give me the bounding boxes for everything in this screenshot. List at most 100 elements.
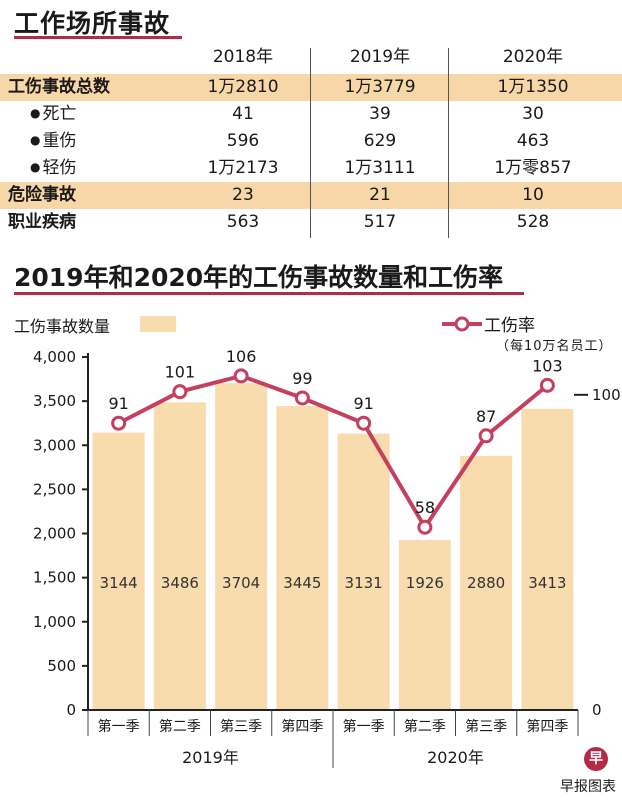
cell-value: 596 <box>226 131 260 151</box>
cell-value: 1万3779 <box>344 77 416 97</box>
year-header-2019: 2019年 <box>349 47 411 67</box>
table-row: 工伤事故总数 1万2810 1万3779 1万1350 <box>0 74 622 101</box>
bar-value-label: 3413 <box>528 574 566 592</box>
cell-value: 10 <box>522 185 544 205</box>
year-header-2020: 2020年 <box>502 47 564 67</box>
column-divider <box>448 48 449 238</box>
bar <box>521 408 574 710</box>
cell-value: 1万零857 <box>494 158 572 178</box>
row-label: 重伤 <box>30 128 76 155</box>
legend-line-icon <box>442 316 482 332</box>
cell-value: 23 <box>232 185 254 205</box>
bar <box>153 402 206 710</box>
rate-label: 103 <box>532 356 563 375</box>
cell-value: 517 <box>363 212 397 232</box>
bar-value-label: 3704 <box>222 574 260 592</box>
cell-value: 528 <box>516 212 550 232</box>
row-label: 工伤事故总数 <box>8 77 110 97</box>
right-tick-label: 100 <box>592 386 621 404</box>
row-label: 职业疾病 <box>8 212 76 232</box>
rate-point <box>233 368 249 384</box>
y-tick-label: 1,500 <box>33 569 76 587</box>
category-label: 第一季 <box>97 719 140 735</box>
y-tick-label: 3,000 <box>33 436 76 454</box>
category-label: 第四季 <box>526 719 569 735</box>
category-label: 第三季 <box>465 719 508 735</box>
rate-point <box>111 415 127 431</box>
table-row: 危险事故 23 21 10 <box>0 182 622 209</box>
title-underline <box>14 36 182 39</box>
rate-line <box>117 373 549 531</box>
table-row: 重伤 596 629 463 <box>0 128 622 155</box>
y-tick-label: 1,000 <box>33 613 76 631</box>
bar-value-label: 3445 <box>283 574 321 592</box>
category-label: 第二季 <box>158 719 201 735</box>
category-label: 第四季 <box>281 719 324 735</box>
rate-label: 106 <box>226 347 257 366</box>
cell-value: 41 <box>232 104 254 124</box>
bar-value-label: 3144 <box>100 574 138 592</box>
source-credit: 早报图表 <box>560 779 616 795</box>
bar <box>92 432 145 710</box>
category-label: 第三季 <box>220 719 263 735</box>
cell-value: 39 <box>369 104 391 124</box>
legend-bar-label: 工伤事故数量 <box>14 317 111 336</box>
bar <box>460 455 513 710</box>
y-tick-label: 0 <box>66 701 76 719</box>
table-row: 死亡 41 39 30 <box>0 101 622 128</box>
bar-value-label: 3486 <box>161 574 199 592</box>
right-tick-label: 0 <box>592 701 602 719</box>
bar <box>337 433 390 710</box>
row-label: 危险事故 <box>8 185 76 205</box>
chart-title: 2019年和2020年的工伤事故数量和工伤率 <box>14 263 504 292</box>
rate-label: 58 <box>415 498 435 517</box>
zaobao-logo-icon: 早 <box>584 747 608 771</box>
rate-point <box>478 428 494 444</box>
y-tick-label: 2,500 <box>33 480 76 498</box>
year-header-2018: 2018年 <box>212 47 274 67</box>
cell-value: 1万2810 <box>207 77 279 97</box>
y-tick-label: 4,000 <box>33 348 76 366</box>
column-divider <box>310 48 311 238</box>
y-tick-label: 3,500 <box>33 392 76 410</box>
cell-value: 21 <box>369 185 391 205</box>
y-tick-label: 2,000 <box>33 525 76 543</box>
category-label: 第一季 <box>342 719 385 735</box>
rate-label: 87 <box>476 407 496 426</box>
cell-value: 30 <box>522 104 544 124</box>
rate-label: 91 <box>353 394 373 413</box>
legend-line-label: 工伤率 <box>484 316 535 336</box>
cell-value: 1万2173 <box>207 158 279 178</box>
title-underline <box>14 292 524 295</box>
year-group-label: 2020年 <box>427 748 484 767</box>
cell-value: 629 <box>363 131 397 151</box>
table-header-row: 2018年 2019年 2020年 <box>0 44 622 71</box>
bar <box>398 540 451 710</box>
row-label: 死亡 <box>30 101 76 128</box>
rate-label: 101 <box>165 363 196 382</box>
legend-bar-swatch <box>140 316 176 332</box>
bar-value-label: 2880 <box>467 574 505 592</box>
year-group-label: 2019年 <box>182 748 239 767</box>
cell-value: 563 <box>226 212 260 232</box>
bar <box>215 383 268 710</box>
category-label: 第二季 <box>403 719 446 735</box>
rate-point <box>172 384 188 400</box>
bar-value-label: 3131 <box>345 574 383 592</box>
cell-value: 1万1350 <box>497 77 569 97</box>
rate-point <box>294 390 310 406</box>
table-row: 职业疾病 563 517 528 <box>0 209 622 236</box>
rate-point <box>539 377 555 393</box>
rate-label: 91 <box>108 394 128 413</box>
rate-point <box>356 415 372 431</box>
cell-value: 463 <box>516 131 550 151</box>
table-row: 轻伤 1万2173 1万3111 1万零857 <box>0 155 622 182</box>
y-tick-label: 500 <box>47 657 76 675</box>
bar <box>276 405 329 710</box>
rate-point <box>417 519 433 535</box>
rate-label: 99 <box>292 369 312 388</box>
cell-value: 1万3111 <box>344 158 416 178</box>
row-label: 轻伤 <box>30 155 76 182</box>
legend-line-sublabel: （每10万名员工） <box>496 339 613 354</box>
